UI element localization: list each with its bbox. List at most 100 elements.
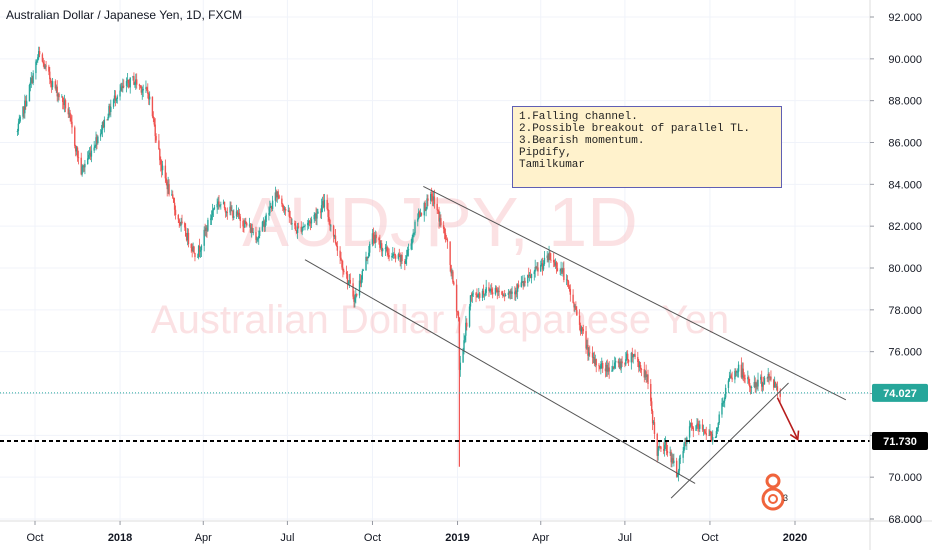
candle-body: [727, 380, 730, 388]
candle-body: [601, 363, 603, 364]
candle-body: [270, 206, 272, 208]
candle-body: [74, 145, 77, 152]
candle-body: [122, 85, 124, 89]
candle-body: [315, 213, 317, 219]
candle-body: [151, 96, 154, 117]
candle-body: [704, 431, 707, 434]
candle-body: [612, 366, 614, 371]
candle-body: [197, 246, 200, 257]
candle-body: [335, 242, 338, 246]
candle-body: [651, 410, 654, 424]
logo-ring-inner: [768, 494, 778, 504]
price-badges: 74.027 71.730: [872, 383, 928, 450]
candle-body: [218, 201, 220, 206]
candle-body: [303, 226, 305, 228]
candle-body: [470, 295, 473, 297]
candle-body: [712, 437, 714, 442]
candle-body: [711, 433, 713, 442]
candle-body: [397, 254, 400, 259]
candle-body: [95, 137, 97, 147]
candle-body: [574, 306, 576, 308]
candle-body: [36, 60, 38, 62]
analysis-note[interactable]: 1.Falling channel. 2.Possible breakout of…: [512, 106, 782, 188]
candle-body: [278, 195, 280, 199]
candle-body: [75, 147, 78, 152]
candle-body: [328, 216, 330, 221]
candle-body: [750, 387, 753, 388]
candle-body: [230, 206, 232, 211]
candle-body: [581, 327, 584, 329]
candle-body: [270, 206, 273, 209]
candle-body: [125, 81, 128, 86]
candle-body: [74, 127, 76, 146]
candle-body: [197, 256, 199, 258]
candle-body: [366, 256, 368, 259]
candle-body: [463, 340, 465, 351]
candle-body: [520, 282, 523, 287]
candle-body: [472, 293, 474, 295]
candle-body: [425, 208, 427, 211]
candle-body: [491, 292, 494, 295]
candle-body: [633, 354, 635, 357]
candle-body: [355, 293, 357, 299]
candle-body: [287, 210, 290, 212]
candle-body: [511, 291, 513, 294]
candle-body: [212, 209, 215, 211]
candle-body: [43, 63, 45, 69]
candle-body: [148, 96, 151, 100]
candle-body: [180, 221, 182, 226]
candle-body: [245, 221, 247, 224]
candle-body: [24, 100, 26, 114]
candle-body: [223, 201, 226, 209]
candle-body: [619, 361, 621, 369]
candle-body: [748, 377, 750, 384]
candle-body: [164, 165, 167, 179]
candle-body: [236, 211, 239, 215]
candle-body: [340, 257, 342, 260]
candle-body: [309, 221, 312, 224]
candle-body: [283, 208, 286, 210]
candle-body: [261, 221, 264, 231]
candle-body: [626, 353, 628, 360]
candle-body: [453, 282, 455, 285]
candle-body: [81, 166, 83, 175]
candle-body: [242, 220, 244, 227]
candle-body: [238, 212, 241, 217]
candle-body: [160, 164, 163, 171]
candle-body: [548, 252, 550, 261]
candle-body: [367, 256, 369, 259]
candle-body: [258, 235, 260, 239]
y-tick-label: 88.000: [888, 96, 922, 108]
candle-body: [670, 451, 672, 463]
candle-body: [49, 71, 51, 80]
logo: 3: [761, 473, 788, 511]
candle-body: [51, 81, 54, 88]
time-axis[interactable]: Oct 2018 Apr Jul Oct 2019 Apr Jul Oct 2020: [26, 521, 807, 544]
candle-body: [464, 335, 466, 341]
candle-body: [28, 84, 31, 102]
candle-body: [393, 254, 396, 256]
candle-body: [701, 424, 704, 430]
current-price-badge: [872, 383, 928, 402]
candle-body: [391, 255, 393, 258]
candle-body: [522, 281, 524, 286]
candle-body: [244, 221, 246, 228]
candle-body: [327, 208, 329, 217]
candle-body: [692, 427, 694, 431]
candle-body: [99, 133, 102, 137]
candle-body: [576, 309, 578, 316]
candle-body: [423, 202, 425, 216]
candle-body: [663, 449, 665, 451]
candle-body: [579, 324, 582, 332]
candle-body: [659, 446, 661, 448]
candle-body: [690, 422, 693, 426]
candle-body: [23, 106, 25, 114]
candle-body: [624, 363, 626, 365]
candle-body: [29, 82, 32, 85]
projection-arrow-head: [789, 430, 800, 441]
candle-body: [109, 106, 111, 113]
candle-body: [275, 192, 278, 198]
candle-body: [768, 373, 770, 378]
